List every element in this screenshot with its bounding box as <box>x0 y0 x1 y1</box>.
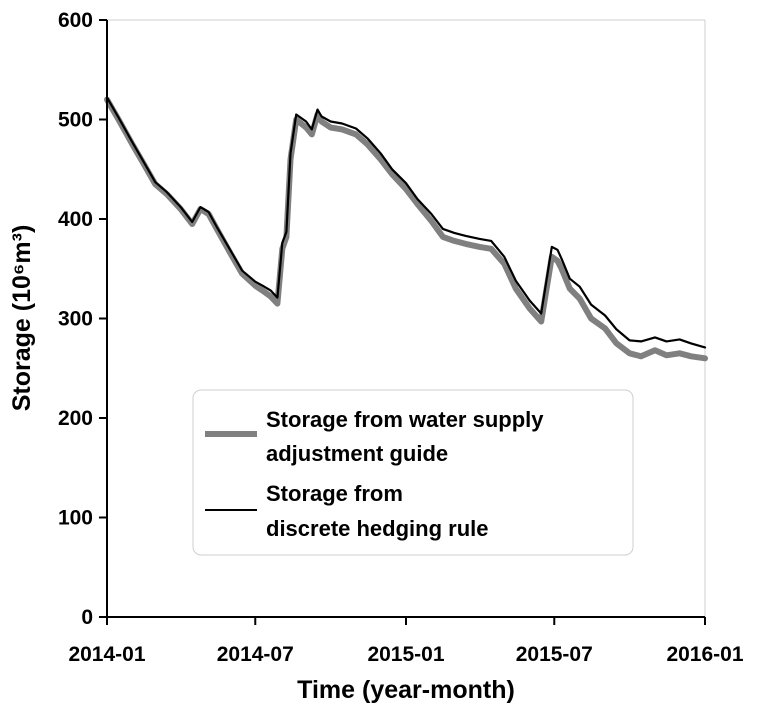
y-tick-label: 100 <box>58 507 93 530</box>
legend-label-hedging-line2: discrete hedging rule <box>266 516 489 541</box>
series-line-water-supply-guide <box>104 96 708 362</box>
y-tick-label: 600 <box>58 9 93 32</box>
y-tick-label: 500 <box>58 109 93 132</box>
y-tick-label: 400 <box>58 208 93 231</box>
legend: Storage from water supply adjustment gui… <box>192 389 634 556</box>
x-ticks: 2014-01 2014-07 2015-01 2015-07 2016-01 <box>68 617 744 666</box>
legend-label-hedging-line1: Storage from <box>266 481 403 506</box>
y-axis-title: Storage (10⁶m³) <box>8 225 36 412</box>
series-layer <box>104 96 708 362</box>
legend-box <box>192 389 634 556</box>
x-tick-label: 2016-01 <box>666 643 743 666</box>
x-tick-label: 2014-07 <box>217 643 294 666</box>
legend-label-guide-line1: Storage from water supply <box>266 407 544 432</box>
legend-label-guide-line2: adjustment guide <box>266 441 448 466</box>
y-tick-label: 0 <box>81 606 93 629</box>
plot-frame <box>107 19 706 617</box>
y-tick-label: 200 <box>58 407 93 430</box>
y-tick-label: 300 <box>58 308 93 331</box>
x-tick-label: 2015-07 <box>516 643 593 666</box>
series-line-discrete-hedging <box>105 96 707 349</box>
x-tick-label: 2014-01 <box>68 643 145 666</box>
x-axis-title: Time (year-month) <box>297 676 515 704</box>
x-tick-label: 2015-01 <box>367 643 444 666</box>
y-ticks: 0 100 200 300 400 500 600 <box>58 9 107 629</box>
